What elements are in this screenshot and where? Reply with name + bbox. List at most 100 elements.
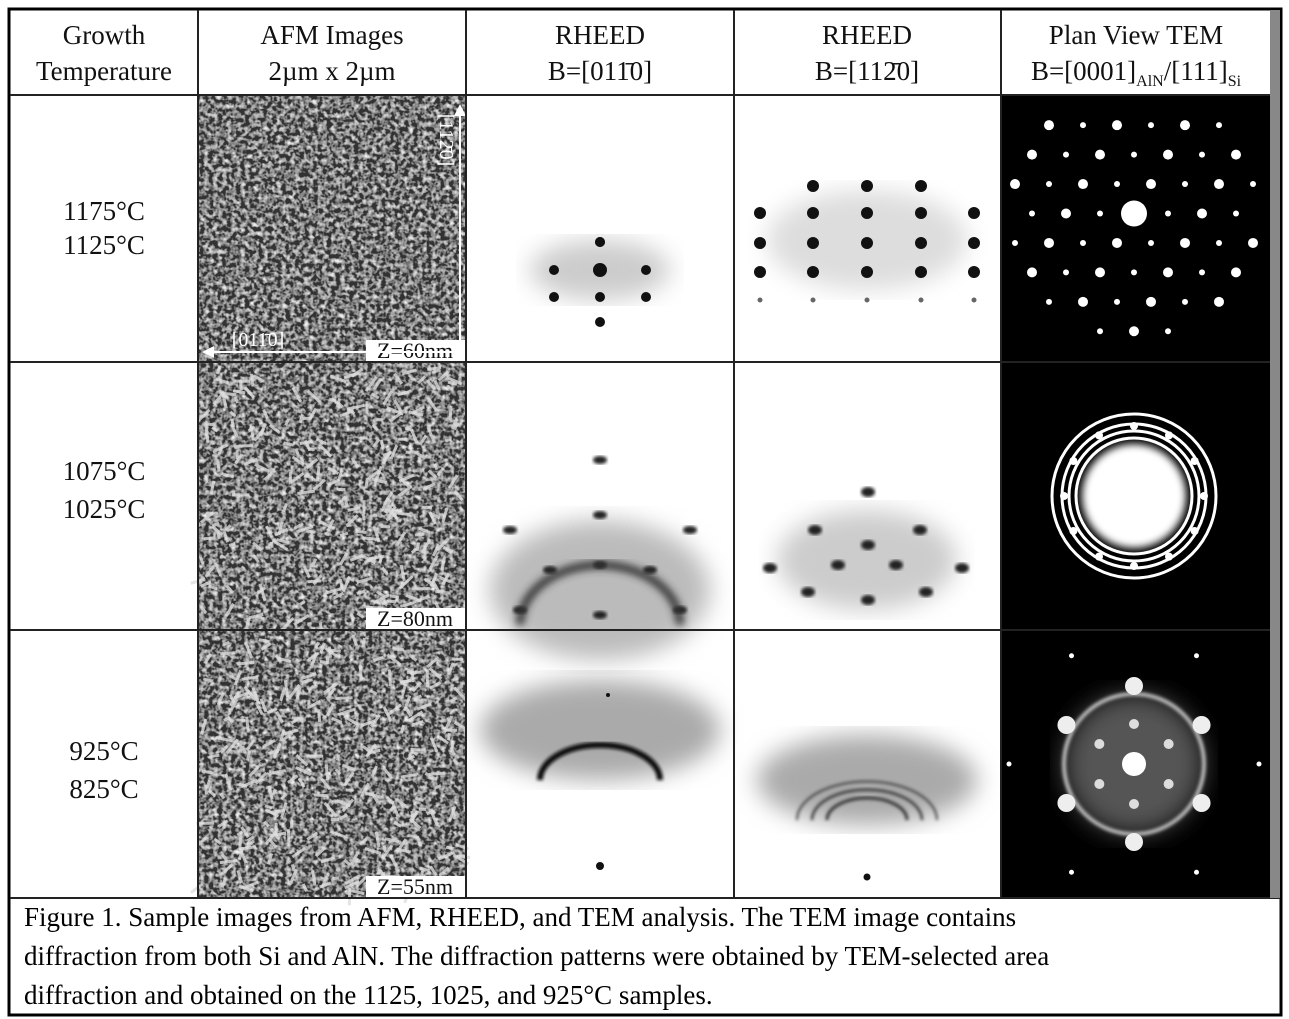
tem-bg: [1002, 96, 1270, 361]
right-border: [1270, 10, 1280, 898]
haze: [490, 520, 710, 660]
spot: [595, 292, 605, 302]
spot: [1112, 120, 1122, 130]
spot: [1200, 492, 1208, 500]
afm-grain: [412, 587, 430, 590]
header-part: B=[0001]: [1031, 56, 1136, 86]
spot: [1193, 794, 1211, 812]
temperature: 1175°C: [63, 196, 145, 226]
header: 2µm x 2µm: [268, 56, 395, 86]
spot: [549, 265, 559, 275]
afm-grain: [451, 741, 454, 747]
streak: [861, 595, 875, 605]
spot: [919, 298, 924, 303]
afm-grain: [290, 821, 293, 827]
spot: [1214, 179, 1224, 189]
header-sub: Si: [1228, 73, 1242, 90]
spot: [1180, 238, 1190, 248]
spot: [1094, 779, 1104, 789]
spot: [1057, 794, 1075, 812]
header: Temperature: [36, 56, 172, 86]
spot: [549, 292, 559, 302]
spot: [1216, 240, 1222, 246]
caption-line: diffraction from both Si and AlN. The di…: [24, 941, 1049, 972]
spot: [861, 180, 873, 192]
spot: [1191, 527, 1199, 535]
streak: [801, 587, 815, 597]
streak: [593, 611, 607, 619]
spot: [807, 237, 819, 249]
spot: [1233, 211, 1239, 217]
spot: [1114, 181, 1120, 187]
afm-grain: [365, 401, 368, 414]
spot: [968, 237, 980, 249]
afm-grain: [426, 671, 429, 687]
spot: [1063, 269, 1069, 275]
spot: [1069, 870, 1074, 875]
temperature: 1075°C: [63, 456, 146, 486]
afm-grain: [196, 822, 214, 825]
afm-grain: [204, 537, 213, 541]
spot: [1180, 120, 1190, 130]
streak: [593, 456, 607, 464]
spot: [865, 298, 870, 303]
spot: [1131, 152, 1137, 158]
axis-label: [112̄0]: [435, 114, 457, 167]
afm-grain: [331, 818, 339, 821]
afm-grain: [380, 525, 390, 528]
spot: [641, 292, 651, 302]
afm-grain: [422, 506, 432, 509]
spot: [606, 693, 610, 697]
spot: [1248, 238, 1258, 248]
spot: [807, 180, 819, 192]
spot: [807, 266, 819, 278]
afm-grain: [376, 418, 383, 421]
afm-scale: Z=60nm: [377, 338, 453, 363]
streak: [831, 560, 845, 570]
afm-grain: [406, 450, 419, 453]
spot: [1044, 238, 1054, 248]
spot: [1112, 238, 1122, 248]
spot: [1044, 120, 1054, 130]
afm-grain: [445, 729, 457, 732]
spot: [1199, 269, 1205, 275]
afm-grain: [362, 500, 365, 514]
afm-grain: [314, 794, 328, 798]
spot: [1012, 240, 1018, 246]
tem-image: [1002, 96, 1270, 361]
afm-grain: [236, 718, 245, 721]
spot: [1095, 150, 1105, 160]
afm-grain: [206, 512, 218, 515]
axis-label: [011̄0]: [232, 329, 285, 351]
streak: [861, 540, 875, 550]
glow: [1082, 444, 1186, 548]
spot: [1007, 762, 1012, 767]
temperature: 825°C: [69, 774, 138, 804]
spot: [861, 237, 873, 249]
spot: [968, 266, 980, 278]
spot: [972, 298, 977, 303]
spot: [1121, 201, 1147, 227]
streak: [955, 563, 969, 573]
afm-grain: [232, 490, 235, 496]
spot: [1197, 209, 1207, 219]
spot: [1194, 653, 1199, 658]
caption-line: diffraction and obtained on the 1125, 10…: [24, 980, 713, 1011]
spot: [864, 874, 871, 881]
header: AFM Images: [260, 20, 403, 50]
streak: [503, 526, 517, 534]
spot: [1148, 240, 1154, 246]
spot: [1057, 716, 1075, 734]
spot: [1165, 431, 1173, 439]
afm-image: Z=80nm: [190, 363, 465, 635]
header: B=[112̄0]: [815, 56, 919, 86]
afm-image: Z=55nm: [190, 631, 470, 905]
spot: [861, 266, 873, 278]
spot: [1097, 211, 1103, 217]
spot: [968, 207, 980, 219]
spot: [754, 266, 766, 278]
streak: [861, 487, 875, 497]
spot: [1060, 492, 1068, 500]
spot: [1165, 211, 1171, 217]
spot: [1146, 297, 1156, 307]
